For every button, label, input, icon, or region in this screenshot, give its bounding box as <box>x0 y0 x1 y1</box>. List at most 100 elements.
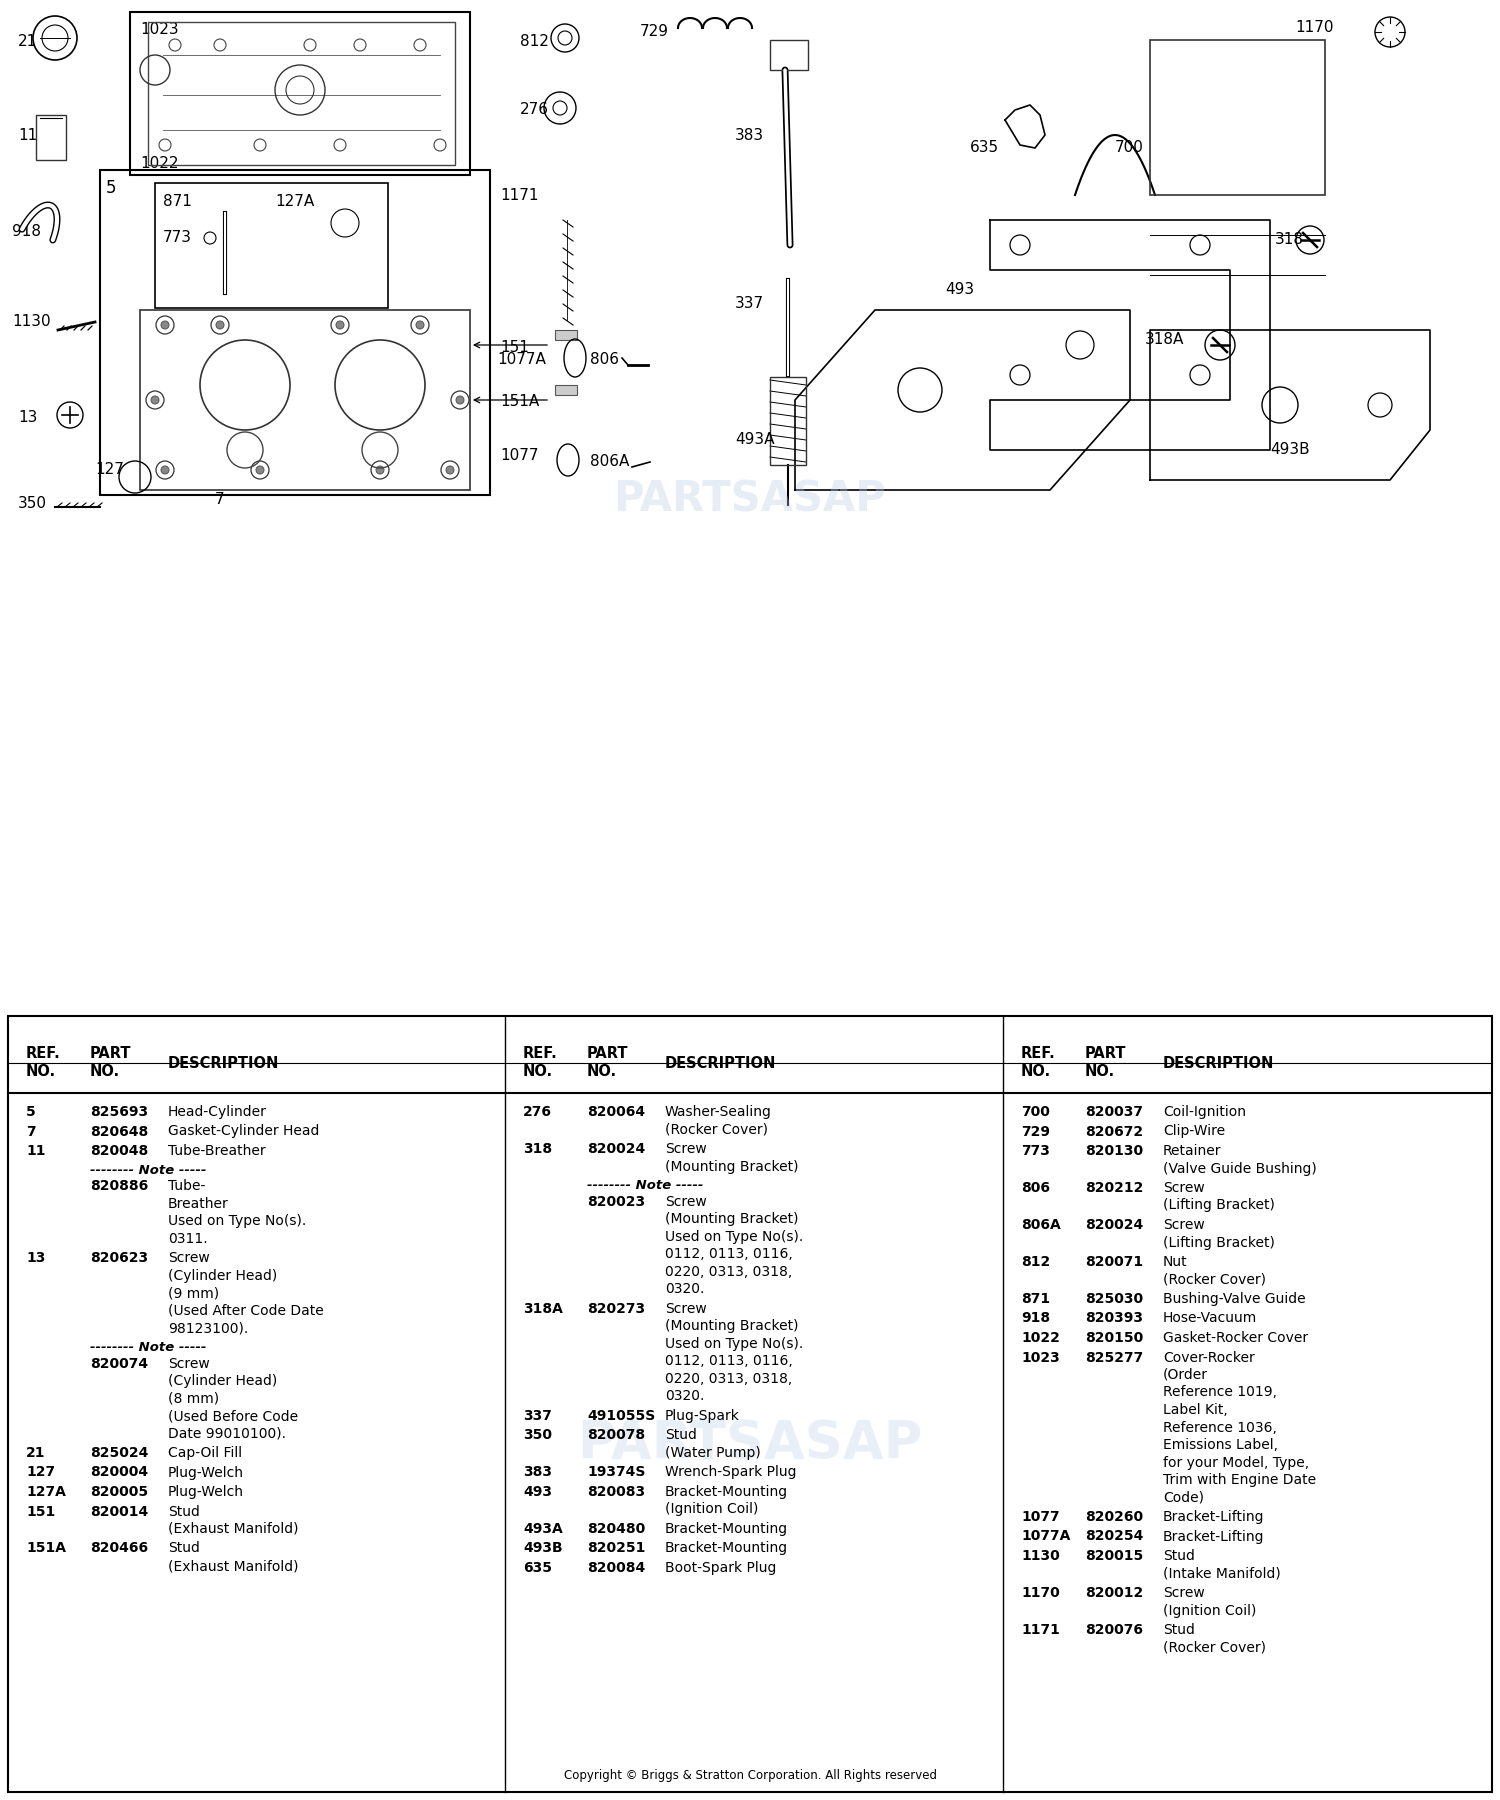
Text: 1170: 1170 <box>1022 1586 1059 1600</box>
Text: 0112, 0113, 0116,: 0112, 0113, 0116, <box>664 1247 792 1262</box>
Text: (Exhaust Manifold): (Exhaust Manifold) <box>168 1559 298 1573</box>
Text: 127: 127 <box>26 1465 56 1480</box>
Text: 729: 729 <box>640 25 669 40</box>
Text: 820012: 820012 <box>1084 1586 1143 1600</box>
Bar <box>130 13 470 175</box>
Bar <box>154 184 388 308</box>
Text: Stud: Stud <box>168 1541 200 1555</box>
Text: 21: 21 <box>18 34 38 49</box>
Text: 0220, 0313, 0318,: 0220, 0313, 0318, <box>664 1265 792 1278</box>
Text: 820466: 820466 <box>90 1541 148 1555</box>
Text: 151: 151 <box>500 340 530 356</box>
Text: PARTSASAP: PARTSASAP <box>614 479 886 520</box>
Text: 820004: 820004 <box>90 1465 148 1480</box>
Text: 820014: 820014 <box>90 1505 148 1519</box>
Text: Bracket-Mounting: Bracket-Mounting <box>664 1521 788 1535</box>
Text: 918: 918 <box>1022 1312 1050 1325</box>
Text: 773: 773 <box>1022 1145 1050 1157</box>
Text: NO.: NO. <box>1022 1064 1052 1078</box>
Text: 1170: 1170 <box>1294 20 1334 36</box>
Text: Bracket-Mounting: Bracket-Mounting <box>664 1485 788 1499</box>
Text: Copyright © Briggs & Stratton Corporation. All Rights reserved: Copyright © Briggs & Stratton Corporatio… <box>564 1769 936 1782</box>
Text: Bracket-Lifting: Bracket-Lifting <box>1162 1510 1264 1525</box>
Text: 1022: 1022 <box>140 155 178 171</box>
Text: Retainer: Retainer <box>1162 1145 1221 1157</box>
Text: Reference 1036,: Reference 1036, <box>1162 1420 1276 1435</box>
Text: 1023: 1023 <box>140 22 178 38</box>
Text: Screw: Screw <box>664 1141 706 1156</box>
Text: 493: 493 <box>524 1485 552 1499</box>
Text: 820251: 820251 <box>586 1541 645 1555</box>
Text: (Intake Manifold): (Intake Manifold) <box>1162 1566 1281 1580</box>
Text: 806: 806 <box>1022 1181 1050 1195</box>
Text: Bracket-Mounting: Bracket-Mounting <box>664 1541 788 1555</box>
Text: 820130: 820130 <box>1084 1145 1143 1157</box>
Text: Plug-Welch: Plug-Welch <box>168 1485 244 1499</box>
Bar <box>36 115 66 160</box>
Text: 127A: 127A <box>274 194 315 209</box>
Text: 820886: 820886 <box>90 1179 148 1193</box>
Text: 151: 151 <box>26 1505 56 1519</box>
Text: 493A: 493A <box>524 1521 562 1535</box>
Text: 825024: 825024 <box>90 1445 148 1460</box>
Circle shape <box>216 320 223 329</box>
Text: Used on Type No(s).: Used on Type No(s). <box>664 1337 804 1350</box>
Text: 635: 635 <box>524 1561 552 1575</box>
Text: 13: 13 <box>18 410 38 425</box>
Bar <box>555 329 578 340</box>
Circle shape <box>152 396 159 403</box>
Text: 820480: 820480 <box>586 1521 645 1535</box>
Text: 19374S: 19374S <box>586 1465 645 1480</box>
Text: 337: 337 <box>735 295 764 310</box>
Text: 820273: 820273 <box>586 1301 645 1316</box>
Text: 820024: 820024 <box>1084 1219 1143 1231</box>
Text: REF.: REF. <box>524 1046 558 1060</box>
Text: 820623: 820623 <box>90 1251 148 1265</box>
Text: (Used After Code Date: (Used After Code Date <box>168 1303 324 1318</box>
Text: 337: 337 <box>524 1409 552 1422</box>
Text: NO.: NO. <box>26 1064 56 1078</box>
Text: 806: 806 <box>590 353 620 367</box>
Text: 918: 918 <box>12 225 40 239</box>
Circle shape <box>256 466 264 473</box>
Text: 11: 11 <box>26 1145 45 1157</box>
Text: Used on Type No(s).: Used on Type No(s). <box>168 1215 306 1228</box>
Text: NO.: NO. <box>90 1064 120 1078</box>
Text: 806A: 806A <box>590 454 630 470</box>
Text: 820037: 820037 <box>1084 1105 1143 1120</box>
Text: Washer-Sealing: Washer-Sealing <box>664 1105 772 1120</box>
Text: (8 mm): (8 mm) <box>168 1391 219 1406</box>
Text: (Cylinder Head): (Cylinder Head) <box>168 1373 278 1388</box>
Text: 820260: 820260 <box>1084 1510 1143 1525</box>
Text: 151A: 151A <box>500 394 540 410</box>
Text: 700: 700 <box>1022 1105 1050 1120</box>
Text: (Lifting Bracket): (Lifting Bracket) <box>1162 1199 1275 1213</box>
Bar <box>555 385 578 394</box>
Text: 493B: 493B <box>1270 443 1310 457</box>
Text: PART: PART <box>586 1046 628 1060</box>
Text: Gasket-Cylinder Head: Gasket-Cylinder Head <box>168 1125 320 1139</box>
Text: Boot-Spark Plug: Boot-Spark Plug <box>664 1561 777 1575</box>
Text: (Water Pump): (Water Pump) <box>664 1445 760 1460</box>
Text: (Exhaust Manifold): (Exhaust Manifold) <box>168 1523 298 1535</box>
Text: (Rocker Cover): (Rocker Cover) <box>1162 1640 1266 1654</box>
Text: Breather: Breather <box>168 1197 228 1211</box>
Text: Screw: Screw <box>1162 1586 1204 1600</box>
Text: (Ignition Coil): (Ignition Coil) <box>664 1503 759 1516</box>
Text: 820071: 820071 <box>1084 1255 1143 1269</box>
Text: 1023: 1023 <box>1022 1350 1059 1364</box>
Circle shape <box>446 466 454 473</box>
Text: 635: 635 <box>970 140 999 155</box>
Text: Reference 1019,: Reference 1019, <box>1162 1386 1276 1400</box>
Text: 276: 276 <box>524 1105 552 1120</box>
Text: DESCRIPTION: DESCRIPTION <box>664 1055 777 1071</box>
Text: 318: 318 <box>524 1141 552 1156</box>
Text: NO.: NO. <box>524 1064 554 1078</box>
Text: (Rocker Cover): (Rocker Cover) <box>1162 1273 1266 1287</box>
Circle shape <box>160 320 170 329</box>
Text: Bracket-Lifting: Bracket-Lifting <box>1162 1530 1264 1544</box>
Text: 7: 7 <box>214 493 225 508</box>
Text: 825693: 825693 <box>90 1105 148 1120</box>
Text: Plug-Spark: Plug-Spark <box>664 1409 740 1422</box>
Text: 820254: 820254 <box>1084 1530 1143 1544</box>
